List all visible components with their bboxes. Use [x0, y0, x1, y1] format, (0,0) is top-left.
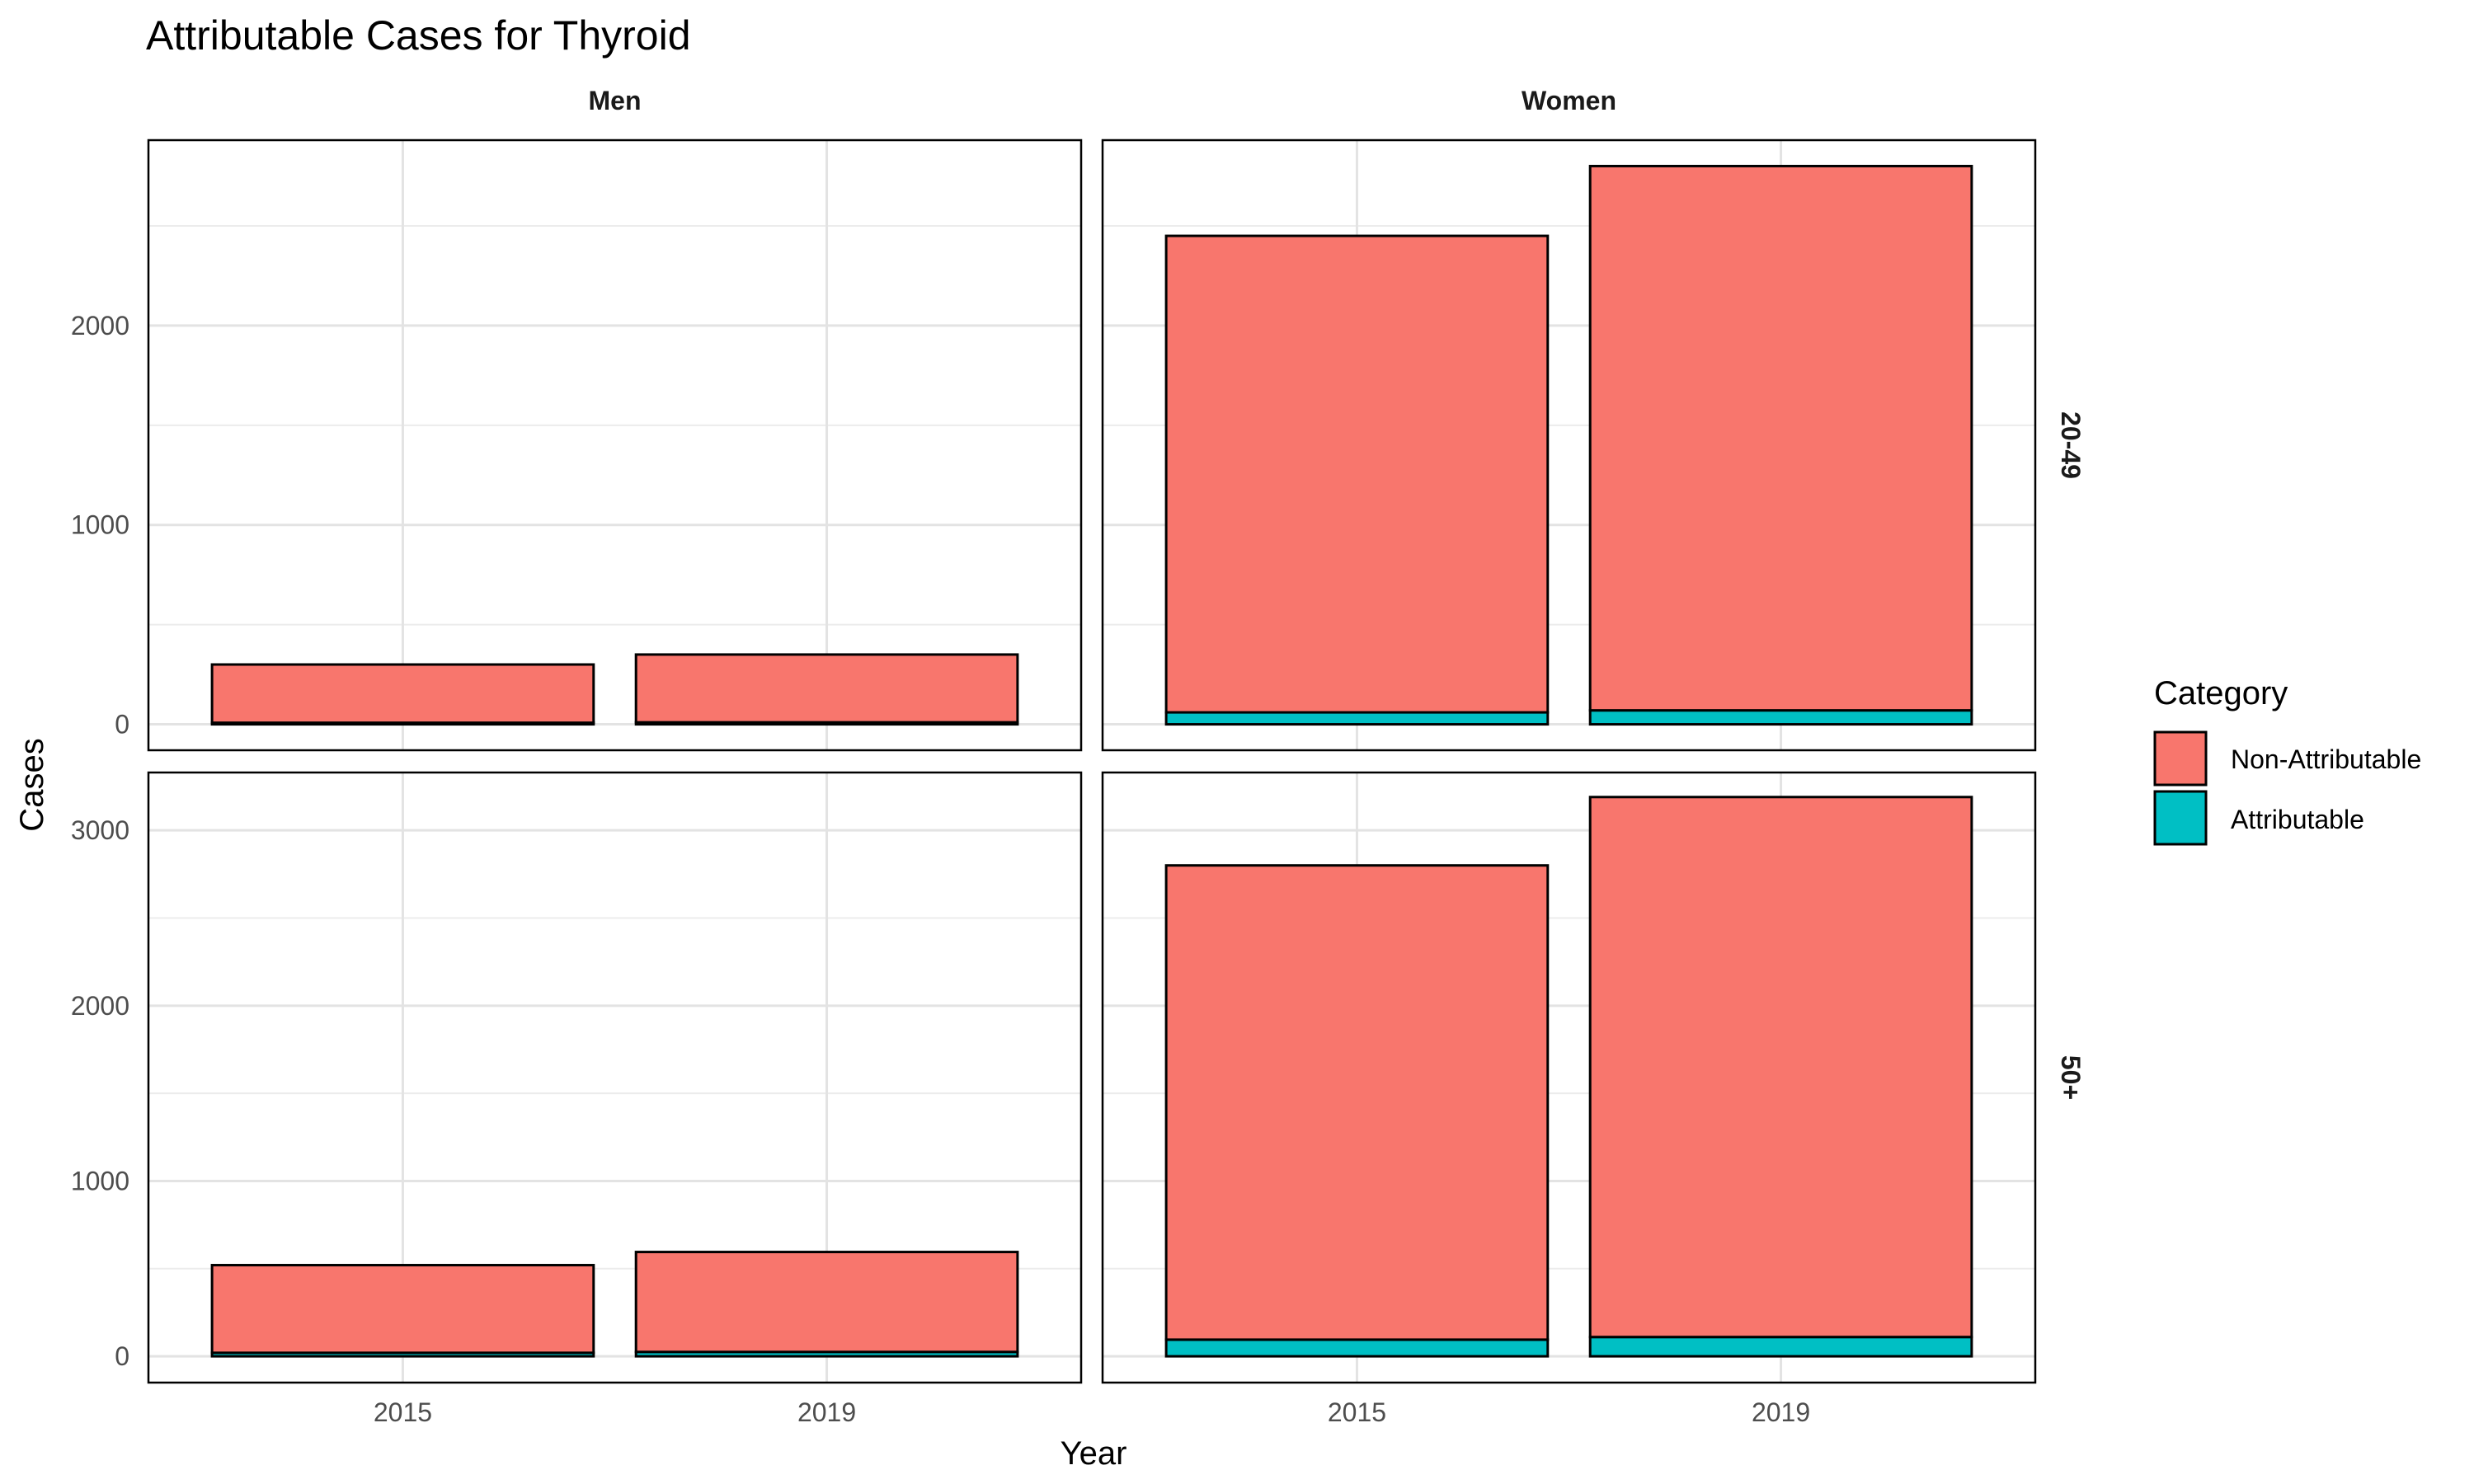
bar-non-attributable-2015	[210, 1264, 595, 1355]
bar-non-attributable-2019	[634, 1251, 1019, 1354]
x-axis-title: Year	[1061, 1435, 1127, 1472]
bar-non-attributable-2019	[1588, 164, 1973, 712]
bar-attributable-2019	[1588, 1336, 1973, 1358]
legend: Category Non-Attributable Attributable	[2153, 675, 2421, 846]
panel-women-50	[1101, 771, 2037, 1384]
x-tick-label: 2015	[1328, 1397, 1386, 1427]
bar-non-attributable-2019	[634, 653, 1019, 724]
facet-strip-men: Men	[589, 86, 642, 115]
bar-attributable-2015	[1164, 711, 1550, 726]
chart-title: Attributable Cases for Thyroid	[146, 12, 691, 59]
y-tick-label: 2000	[71, 311, 129, 340]
bar-non-attributable-2015	[1164, 234, 1550, 714]
bar-non-attributable-2015	[210, 663, 595, 725]
y-tick-label: 2000	[71, 991, 129, 1021]
facet-strip-50: 50+	[2056, 1055, 2086, 1100]
y-tick-label: 1000	[71, 1166, 129, 1195]
y-tick-label: 0	[115, 1341, 129, 1371]
legend-swatch-attributable	[2153, 790, 2208, 846]
x-tick-label: 2019	[1752, 1397, 1810, 1427]
legend-title: Category	[2154, 675, 2288, 711]
y-tick-label: 1000	[71, 510, 129, 540]
legend-swatch-non-attributable	[2153, 730, 2208, 787]
y-tick-label: 0	[115, 710, 129, 740]
y-tick-label: 3000	[71, 815, 129, 845]
x-tick-label: 2019	[797, 1397, 856, 1427]
panel-women-20-49	[1101, 139, 2037, 752]
panel-border	[147, 139, 1083, 752]
panel-men-50	[147, 771, 1083, 1384]
legend-label-non-attributable: Non-Attributable	[2231, 744, 2421, 774]
panel-border	[1101, 771, 2037, 1384]
x-tick-label: 2015	[374, 1397, 432, 1427]
facet-strip-women: Women	[1522, 86, 1616, 115]
facet-panels: Men Women 20-49 0 1000 2000 50+ 0 1000 2000 3000 20…	[71, 86, 2086, 1427]
y-axis-title: Cases	[14, 738, 50, 831]
facet-strip-20-49: 20-49	[2056, 411, 2086, 479]
bar-non-attributable-2015	[1164, 864, 1550, 1341]
bar-non-attributable-2019	[1588, 796, 1973, 1339]
panel-men-20-49	[147, 139, 1083, 752]
legend-label-attributable: Attributable	[2231, 805, 2364, 834]
panel-border	[1101, 139, 2037, 752]
bar-attributable-2019	[1588, 709, 1973, 726]
bar-attributable-2015	[1164, 1338, 1550, 1358]
panel-border	[147, 771, 1083, 1384]
